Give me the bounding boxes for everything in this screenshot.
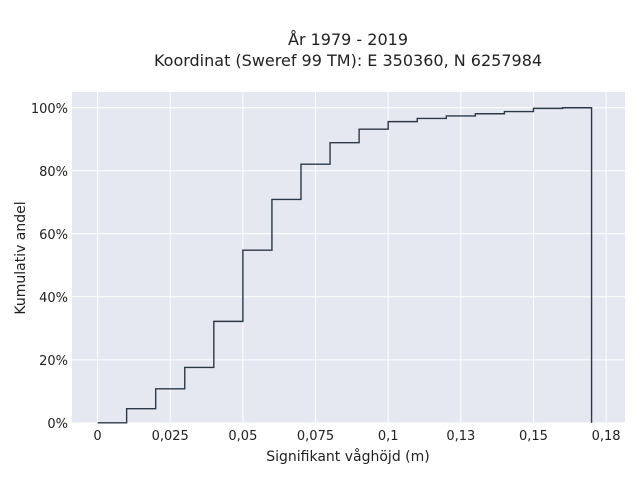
x-tick-label: 0,075 [297, 429, 334, 444]
y-tick-label: 100% [31, 102, 68, 117]
x-tick-label: 0,13 [446, 429, 475, 444]
x-tick-label: 0,15 [519, 429, 548, 444]
y-tick-label: 60% [39, 228, 68, 243]
plot-area [72, 92, 625, 423]
x-tick-label: 0 [93, 429, 101, 444]
x-axis-label: Signifikant våghöjd (m) [266, 448, 429, 465]
x-tick-label: 0,18 [592, 429, 621, 444]
y-tick-label: 0% [47, 417, 68, 432]
y-axis-label: Kumulativ andel [13, 201, 29, 314]
y-tick-label: 80% [39, 165, 68, 180]
y-tick-label: 40% [39, 291, 68, 306]
cumulative-step-line [97, 107, 593, 424]
chart-title-line-1: År 1979 - 2019 [288, 30, 408, 49]
x-tick-label: 0,05 [228, 429, 257, 444]
x-tick-label: 0,025 [152, 429, 189, 444]
y-tick-label: 20% [39, 354, 68, 369]
x-tick-label: 0,1 [378, 429, 399, 444]
chart-title-line-2: Koordinat (Sweref 99 TM): E 350360, N 62… [154, 51, 542, 70]
